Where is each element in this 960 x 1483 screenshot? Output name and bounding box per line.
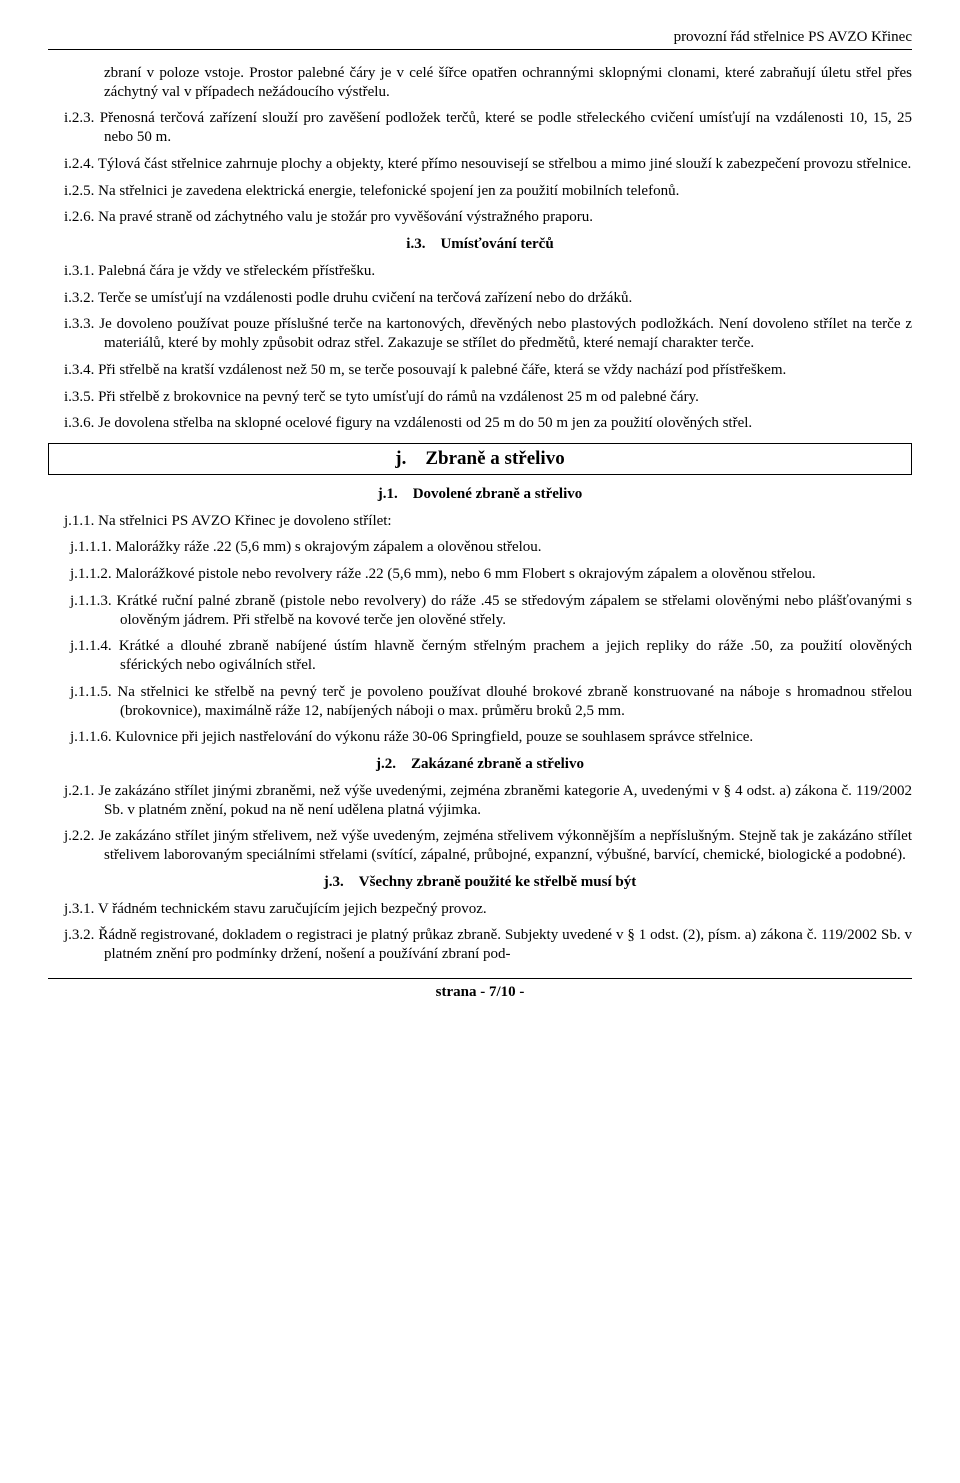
heading-j3: j.3. Všechny zbraně použité ke střelbě m… <box>48 873 912 892</box>
item-i23: i.2.3. Přenosná terčová zařízení slouží … <box>48 109 912 147</box>
item-j11: j.1.1. Na střelnici PS AVZO Křinec je do… <box>48 512 912 531</box>
item-i35: i.3.5. Při střelbě z brokovnice na pevný… <box>48 388 912 407</box>
item-i33: i.3.3. Je dovoleno používat pouze příslu… <box>48 315 912 353</box>
item-j114: j.1.1.4. Krátké a dlouhé zbraně nabíjené… <box>48 637 912 675</box>
footer-rule <box>48 978 912 979</box>
item-i36: i.3.6. Je dovolena střelba na sklopné oc… <box>48 414 912 433</box>
heading-j: j. Zbraně a střelivo <box>49 447 911 471</box>
heading-j1: j.1. Dovolené zbraně a střelivo <box>48 485 912 504</box>
item-j111: j.1.1.1. Malorážky ráže .22 (5,6 mm) s o… <box>48 538 912 557</box>
item-i26: i.2.6. Na pravé straně od záchytného val… <box>48 208 912 227</box>
intro-continuation: zbraní v poloze vstoje. Prostor palebné … <box>48 64 912 102</box>
page-header: provozní řád střelnice PS AVZO Křinec <box>48 28 912 47</box>
page-footer: strana - 7/10 - <box>48 983 912 1002</box>
heading-i3: i.3. Umísťování terčů <box>48 235 912 254</box>
item-j115: j.1.1.5. Na střelnici ke střelbě na pevn… <box>48 683 912 721</box>
item-i32: i.3.2. Terče se umísťují na vzdálenosti … <box>48 289 912 308</box>
section-j-box: j. Zbraně a střelivo <box>48 443 912 475</box>
item-i34: i.3.4. Při střelbě na kratší vzdálenost … <box>48 361 912 380</box>
item-j22: j.2.2. Je zakázáno střílet jiným střeliv… <box>48 827 912 865</box>
item-j113: j.1.1.3. Krátké ruční palné zbraně (pist… <box>48 592 912 630</box>
item-i31: i.3.1. Palebná čára je vždy ve střelecké… <box>48 262 912 281</box>
item-j31: j.3.1. V řádném technickém stavu zaručuj… <box>48 900 912 919</box>
item-j112: j.1.1.2. Malorážkové pistole nebo revolv… <box>48 565 912 584</box>
item-j32: j.3.2. Řádně registrované, dokladem o re… <box>48 926 912 964</box>
item-i25: i.2.5. Na střelnici je zavedena elektric… <box>48 182 912 201</box>
heading-j2: j.2. Zakázané zbraně a střelivo <box>48 755 912 774</box>
header-rule <box>48 49 912 50</box>
item-i24: i.2.4. Týlová část střelnice zahrnuje pl… <box>48 155 912 174</box>
item-j21: j.2.1. Je zakázáno střílet jinými zbraně… <box>48 782 912 820</box>
item-j116: j.1.1.6. Kulovnice při jejich nastřelová… <box>48 728 912 747</box>
